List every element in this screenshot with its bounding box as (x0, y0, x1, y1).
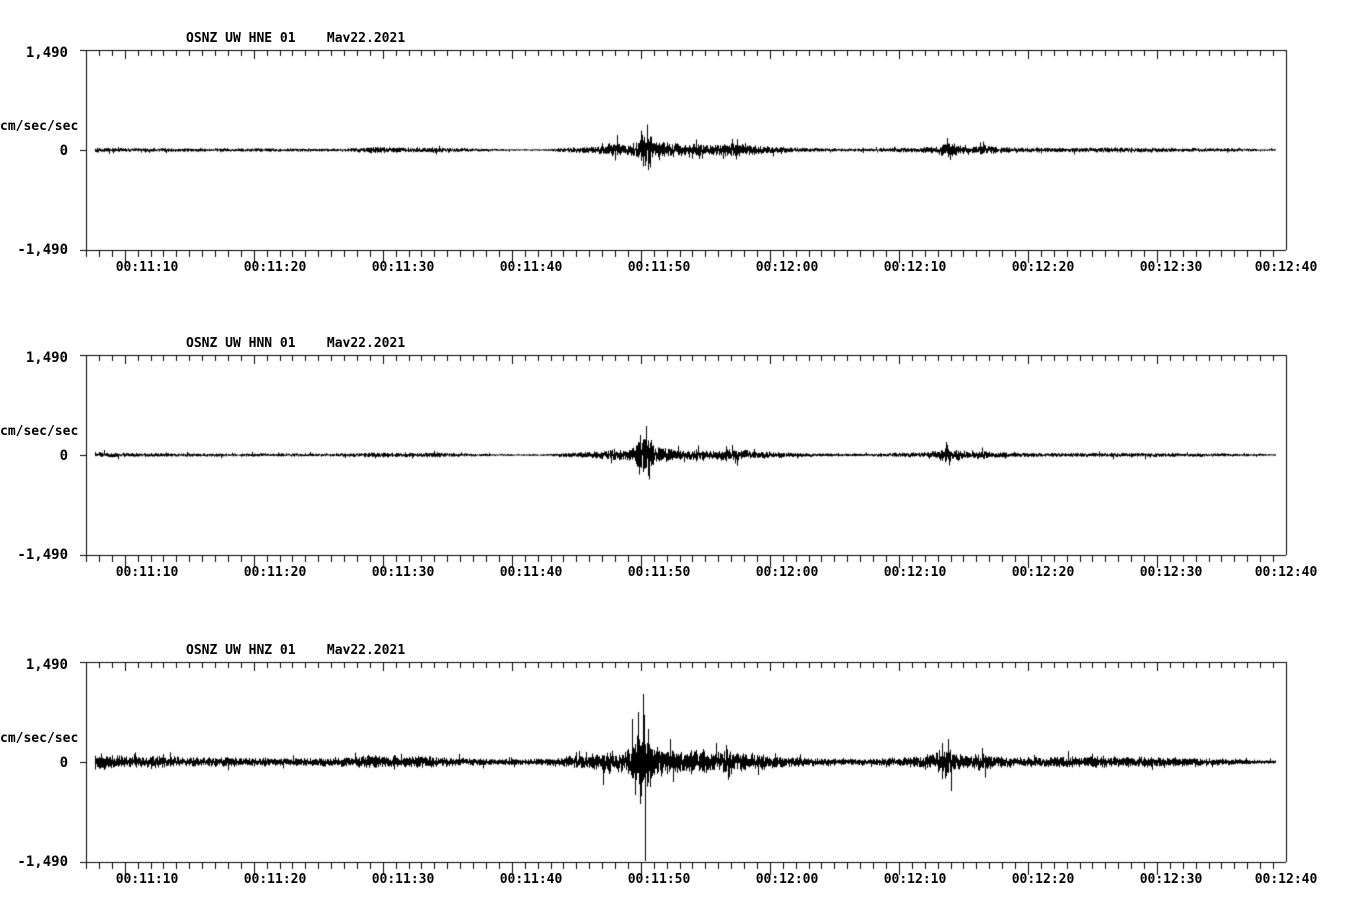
x-tick-label-5-hnn: 00:12:00 (755, 565, 819, 580)
y-axis-max-label-hnn: 1,490 (25, 350, 68, 366)
y-axis-units-label-hnz: cm/sec/sec (0, 731, 79, 746)
seismogram-panel-hne: QSNZ_UW_HNE_01 May22,2021 1,490 cm/sec/s… (0, 0, 1358, 300)
x-tick-label-0-hne: 00:11:10 (115, 260, 179, 275)
x-tick-label-0-hnn: 00:11:10 (115, 565, 179, 580)
y-axis-units-label-hnn: cm/sec/sec (0, 424, 79, 439)
x-tick-label-2-hnz: 00:11:30 (371, 872, 435, 887)
y-axis-min-label-hne: -1,490 (17, 242, 68, 258)
x-tick-label-3-hnn: 00:11:40 (499, 565, 563, 580)
x-tick-label-8-hne: 00:12:30 (1139, 260, 1203, 275)
x-tick-label-7-hnn: 00:12:20 (1011, 565, 1075, 580)
x-tick-label-1-hne: 00:11:20 (243, 260, 307, 275)
waveform-canvas-hne (80, 42, 1352, 274)
seismogram-panel-hnz: QSNZ_UW_HNZ_01 May22,2021 1,490 cm/sec/s… (0, 612, 1358, 912)
x-tick-label-0-hnz: 00:11:10 (115, 872, 179, 887)
x-tick-label-8-hnn: 00:12:30 (1139, 565, 1203, 580)
y-axis-zero-label-hne: 0 (59, 143, 68, 159)
x-tick-label-4-hnz: 00:11:50 (627, 872, 691, 887)
x-tick-label-3-hnz: 00:11:40 (499, 872, 563, 887)
x-tick-label-5-hne: 00:12:00 (755, 260, 819, 275)
waveform-canvas-hnz (80, 654, 1352, 886)
x-tick-label-6-hnz: 00:12:10 (883, 872, 947, 887)
x-tick-label-5-hnz: 00:12:00 (755, 872, 819, 887)
x-tick-label-1-hnn: 00:11:20 (243, 565, 307, 580)
x-tick-label-4-hnn: 00:11:50 (627, 565, 691, 580)
y-axis-max-label-hne: 1,490 (25, 45, 68, 61)
x-tick-label-7-hne: 00:12:20 (1011, 260, 1075, 275)
x-tick-label-1-hnz: 00:11:20 (243, 872, 307, 887)
waveform-canvas-hnn (80, 347, 1352, 579)
y-axis-min-label-hnn: -1,490 (17, 547, 68, 563)
x-tick-label-4-hne: 00:11:50 (627, 260, 691, 275)
y-axis-zero-label-hnn: 0 (59, 448, 68, 464)
x-tick-label-9-hne: 00:12:40 (1254, 260, 1318, 275)
x-tick-label-3-hne: 00:11:40 (499, 260, 563, 275)
x-tick-label-2-hne: 00:11:30 (371, 260, 435, 275)
y-axis-max-label-hnz: 1,490 (25, 657, 68, 673)
x-tick-label-6-hne: 00:12:10 (883, 260, 947, 275)
x-tick-label-8-hnz: 00:12:30 (1139, 872, 1203, 887)
x-tick-label-9-hnz: 00:12:40 (1254, 872, 1318, 887)
seismogram-panel-hnn: QSNZ_UW_HNN_01 May22,2021 1,490 cm/sec/s… (0, 305, 1358, 605)
y-axis-min-label-hnz: -1,490 (17, 854, 68, 870)
x-tick-label-2-hnn: 00:11:30 (371, 565, 435, 580)
x-tick-label-9-hnn: 00:12:40 (1254, 565, 1318, 580)
x-tick-label-6-hnn: 00:12:10 (883, 565, 947, 580)
y-axis-units-label-hne: cm/sec/sec (0, 119, 79, 134)
y-axis-zero-label-hnz: 0 (59, 755, 68, 771)
x-tick-label-7-hnz: 00:12:20 (1011, 872, 1075, 887)
